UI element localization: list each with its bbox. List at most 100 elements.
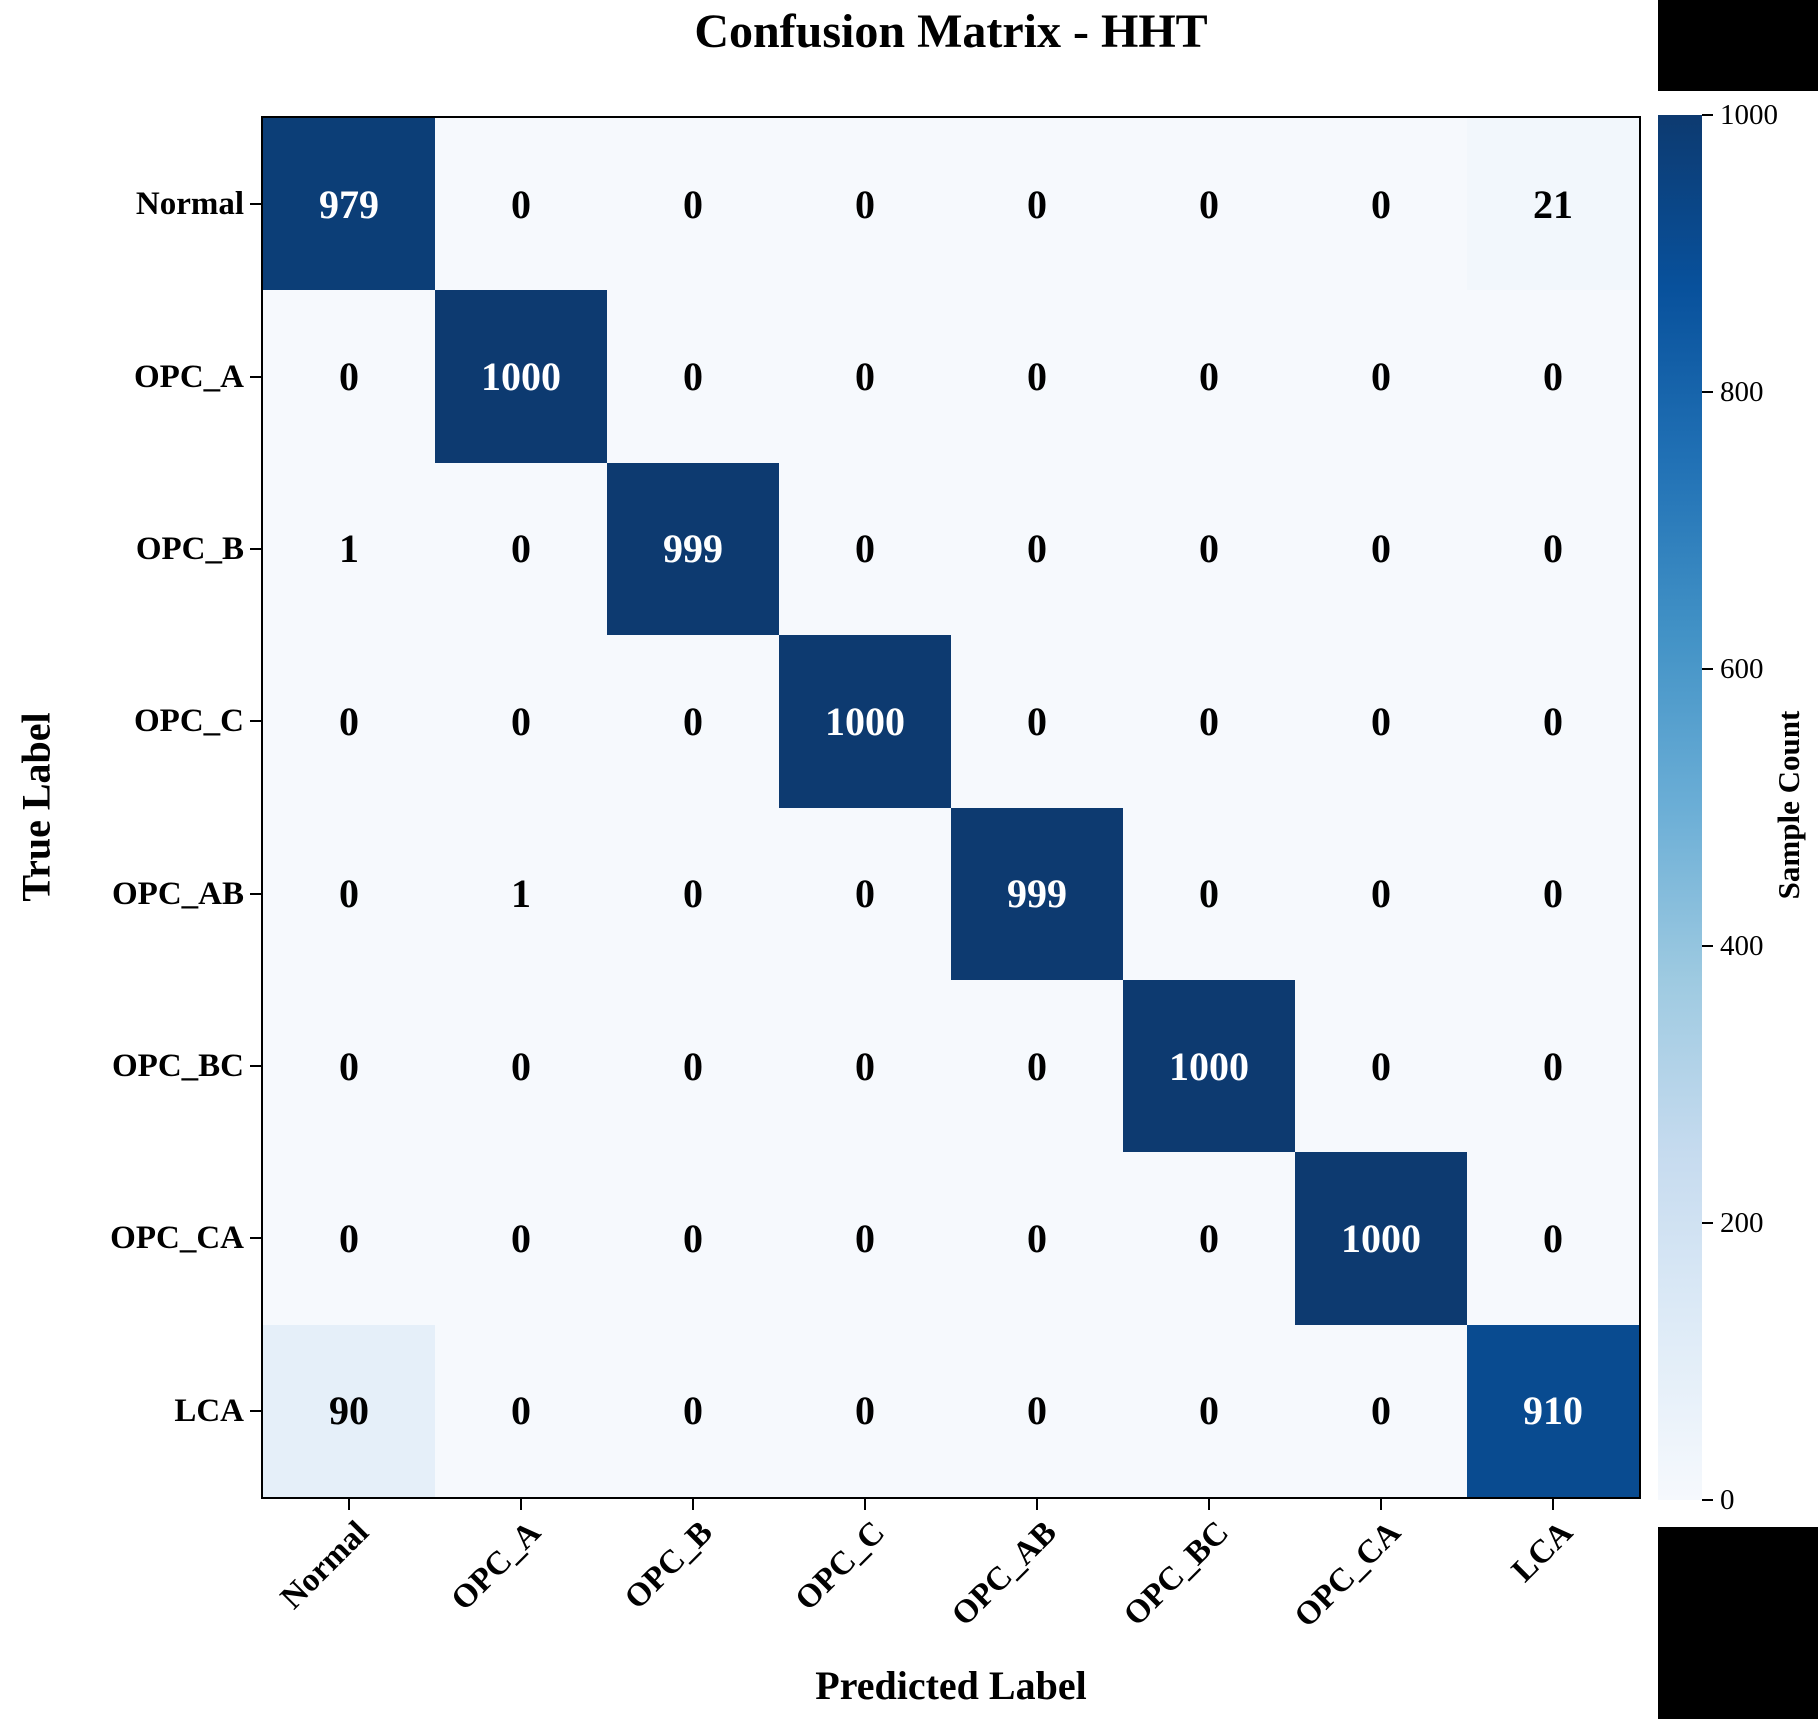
matrix-cell: 0 [263,807,435,980]
colorbar-tick-label: 600 [1720,653,1764,685]
y-tick-label: OPC_C [134,703,244,740]
colorbar-tick-label: 200 [1720,1207,1764,1239]
matrix-cell: 0 [779,290,951,463]
y-tick-label: OPC_B [135,530,244,567]
chart-title: Confusion Matrix - HHT [694,5,1208,58]
matrix-cell: 0 [1295,118,1467,291]
matrix-cell: 90 [263,1324,435,1497]
y-tick-mark [250,547,263,550]
x-tick-mark [692,1497,694,1510]
matrix-cell: 0 [1123,118,1295,291]
y-axis-title: True Label [13,712,59,902]
matrix-cell: 0 [1123,635,1295,808]
matrix-cell: 0 [1123,290,1295,463]
colorbar-tick-label: 0 [1720,1484,1735,1516]
matrix-cell: 21 [1467,118,1639,291]
matrix-cell: 0 [1295,807,1467,980]
matrix-cell: 0 [779,979,951,1153]
x-tick-mark [1552,1497,1554,1510]
y-tick-mark [250,203,263,206]
x-tick-mark [348,1497,350,1510]
x-axis-title: Predicted Label [815,1663,1087,1708]
colorbar-tick-mark [1702,945,1713,947]
matrix-cell: 0 [1295,462,1467,636]
y-tick-label: OPC_CA [110,1220,244,1257]
matrix-cell: 0 [607,290,779,463]
colorbar-tick-label: 800 [1720,376,1764,408]
redaction-box-top [1658,0,1818,91]
matrix-cell: 0 [263,635,435,808]
matrix-cell: 0 [263,290,435,463]
confusion-matrix-heatmap: 979 0 0 0 0 0 0 21 0 1000 0 0 0 0 0 0 1 0 999 0 0 0 0 0 0 0 0 1000 0… [261,116,1641,1499]
matrix-cell: 0 [435,462,607,636]
x-tick-mark [1208,1497,1210,1510]
matrix-cell: 1 [263,462,435,636]
matrix-cell: 0 [607,635,779,808]
matrix-cell: 0 [1295,1324,1467,1497]
colorbar-title: Sample Count [1771,710,1806,900]
matrix-cell: 0 [1467,462,1639,636]
matrix-cell: 0 [1123,462,1295,636]
matrix-cell: 910 [1467,1324,1639,1497]
matrix-cell: 0 [1467,635,1639,808]
matrix-cell: 0 [607,979,779,1153]
matrix-cell: 999 [951,807,1123,980]
matrix-cell: 0 [607,118,779,291]
colorbar-tick-mark [1702,114,1713,116]
matrix-cell: 0 [1295,290,1467,463]
matrix-cell: 0 [951,635,1123,808]
matrix-cell: 0 [1295,979,1467,1153]
colorbar-tick-mark [1702,391,1713,393]
matrix-cell: 0 [1295,635,1467,808]
matrix-cell: 0 [263,1152,435,1325]
matrix-cell: 0 [779,118,951,291]
x-tick-mark [520,1497,522,1510]
matrix-cell: 979 [263,118,435,291]
y-tick-mark [250,892,263,895]
matrix-cell: 999 [607,462,779,636]
x-tick-mark [1036,1497,1038,1510]
colorbar-tick-mark [1702,1499,1713,1501]
matrix-cell: 0 [779,462,951,636]
matrix-cell: 0 [435,635,607,808]
matrix-cell: 0 [1467,290,1639,463]
colorbar [1658,115,1702,1500]
matrix-cell: 0 [779,1324,951,1497]
matrix-cell: 1000 [1295,1152,1467,1325]
x-tick-mark [1380,1497,1382,1510]
colorbar-tick-mark [1702,668,1713,670]
matrix-cell: 0 [951,118,1123,291]
matrix-cell: 0 [951,979,1123,1153]
matrix-cell: 0 [1467,807,1639,980]
matrix-cell: 1000 [435,290,607,463]
y-tick-label: LCA [174,1392,244,1429]
x-tick-mark [864,1497,866,1510]
matrix-cell: 0 [607,1152,779,1325]
matrix-cell: 0 [951,462,1123,636]
y-tick-label: Normal [135,186,244,223]
matrix-cell: 0 [951,1324,1123,1497]
matrix-cell: 0 [951,1152,1123,1325]
matrix-cell: 0 [435,118,607,291]
colorbar-tick-mark [1702,1222,1713,1224]
matrix-cell: 0 [1123,1324,1295,1497]
matrix-cell: 1000 [779,635,951,808]
matrix-cell: 0 [1123,1152,1295,1325]
matrix-cell: 0 [1467,1152,1639,1325]
y-tick-mark [250,375,263,378]
redaction-box-bottom [1658,1527,1818,1719]
matrix-cell: 0 [435,1152,607,1325]
matrix-cell: 0 [435,979,607,1153]
matrix-cell: 0 [779,807,951,980]
colorbar-tick-label: 1000 [1720,99,1778,131]
matrix-cell: 0 [607,1324,779,1497]
matrix-cell: 1 [435,807,607,980]
y-tick-label: OPC_A [134,358,244,395]
matrix-cell: 0 [1467,979,1639,1153]
matrix-cell: 0 [263,979,435,1153]
y-tick-label: OPC_BC [112,1048,244,1085]
matrix-cell: 0 [607,807,779,980]
matrix-cell: 0 [1123,807,1295,980]
y-tick-label: OPC_AB [112,875,244,912]
matrix-cell: 0 [435,1324,607,1497]
